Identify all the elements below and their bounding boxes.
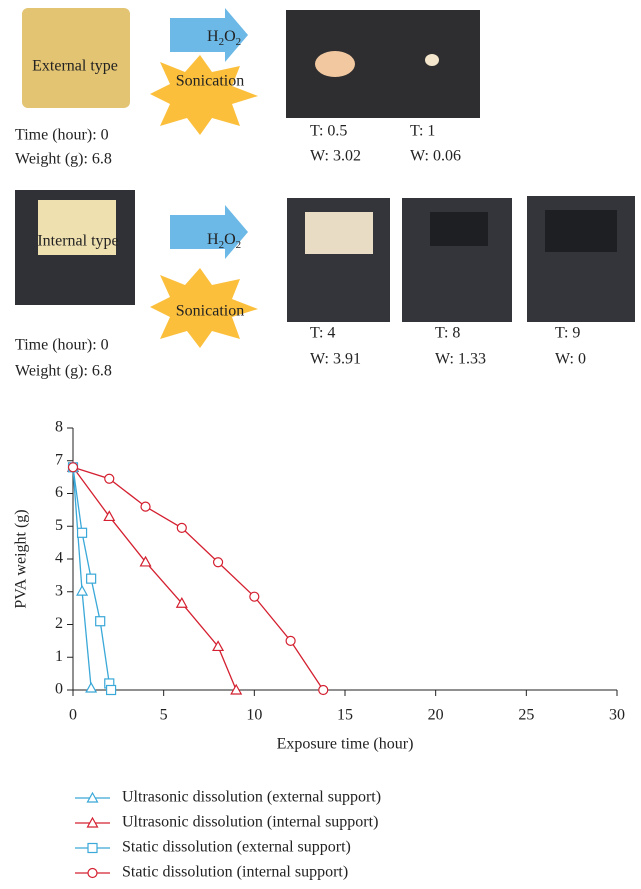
- marker: [285, 635, 296, 646]
- y-tick-label: 0: [55, 681, 63, 698]
- y-tick-label: 4: [55, 550, 63, 567]
- sample-blob: [425, 54, 439, 66]
- y-tick-label: 1: [55, 648, 63, 665]
- reagent: H2O2: [207, 28, 241, 48]
- y-tick-label: 3: [55, 582, 63, 599]
- sample-weight: W: 3.91: [310, 351, 361, 368]
- sample-blob: [315, 51, 355, 77]
- sample-weight: W: 3.02: [310, 148, 361, 165]
- sample-weight: W: 0.06: [410, 148, 461, 165]
- marker: [76, 527, 88, 538]
- type-label: Internal type: [37, 233, 118, 250]
- reagent: H2O2: [207, 231, 241, 251]
- reagent-part: 2: [219, 239, 225, 251]
- legend-label: Ultrasonic dissolution (internal support…: [122, 814, 378, 831]
- marker: [85, 681, 98, 693]
- y-axis-title: PVA weight (g): [13, 509, 30, 608]
- box-core: [430, 212, 488, 246]
- marker: [139, 555, 152, 567]
- x-tick-label: 10: [246, 707, 262, 724]
- marker: [230, 683, 243, 695]
- sample-time: T: 0.5: [310, 123, 347, 140]
- legend-marker: [86, 791, 99, 803]
- marker: [105, 684, 117, 696]
- treatment: Sonication: [176, 303, 244, 320]
- box-core: [545, 210, 617, 252]
- sample-time: T: 9: [555, 325, 580, 342]
- reagent-part: O: [224, 28, 236, 45]
- legend-marker: [87, 867, 98, 879]
- type-label: External type: [32, 58, 118, 75]
- marker: [103, 510, 116, 522]
- marker: [249, 591, 260, 602]
- starburst: [150, 55, 258, 135]
- legend-label: Ultrasonic dissolution (external support…: [122, 789, 381, 806]
- marker: [212, 640, 225, 652]
- marker: [318, 684, 329, 696]
- marker: [67, 462, 79, 473]
- starburst: [150, 268, 258, 348]
- x-tick-label: 25: [518, 707, 534, 724]
- x-axis-title: Exposure time (hour): [277, 736, 414, 753]
- reagent-part: 2: [236, 239, 242, 251]
- x-tick-label: 30: [609, 707, 625, 724]
- marker: [86, 573, 97, 584]
- marker: [176, 522, 187, 533]
- marker: [95, 616, 106, 627]
- treatment: Sonication: [176, 73, 244, 90]
- y-tick-label: 2: [55, 615, 63, 632]
- box-core: [305, 212, 373, 254]
- arrow: [170, 205, 248, 259]
- x-tick-label: 5: [160, 707, 168, 724]
- reagent-part: 2: [236, 36, 242, 48]
- arrow: [170, 8, 248, 62]
- x-tick-label: 0: [69, 707, 77, 724]
- reagent-part: 2: [219, 36, 225, 48]
- y-tick-label: 5: [55, 517, 63, 534]
- legend-marker: [86, 816, 99, 828]
- series-line: [72, 466, 237, 691]
- internal-core: [38, 200, 116, 255]
- external-cube-photo: [22, 8, 130, 108]
- y-tick-label: 6: [55, 484, 63, 501]
- weight-label: Weight (g): 6.8: [15, 363, 112, 380]
- series-line: [72, 466, 324, 691]
- reagent-part: H: [207, 28, 219, 45]
- time-label: Time (hour): 0: [15, 337, 109, 354]
- reagent-part: O: [224, 231, 236, 248]
- marker: [140, 501, 151, 512]
- sample-time: T: 8: [435, 325, 460, 342]
- panel-texts: External type Time (hour): 0 Weight (g):…: [15, 58, 244, 380]
- internal-result-photos: [287, 196, 635, 322]
- sample-weight: W: 1.33: [435, 351, 486, 368]
- reagent-part: H: [207, 231, 219, 248]
- y-tick-label: 7: [55, 451, 63, 468]
- y-tick-label: 8: [55, 419, 63, 436]
- legend-label: Static dissolution (external support): [122, 839, 351, 856]
- sample-weight: W: 0: [555, 351, 586, 368]
- marker: [104, 473, 115, 484]
- legend-label: Static dissolution (internal support): [122, 864, 348, 881]
- sample-time: T: 4: [310, 325, 335, 342]
- sample-time: T: 1: [410, 123, 435, 140]
- x-tick-label: 20: [428, 707, 444, 724]
- weight-label: Weight (g): 6.8: [15, 151, 112, 168]
- marker: [76, 584, 89, 596]
- marker: [175, 596, 188, 608]
- legend-marker: [87, 842, 98, 854]
- marker: [212, 557, 224, 568]
- time-label: Time (hour): 0: [15, 127, 109, 144]
- x-tick-label: 15: [337, 707, 353, 724]
